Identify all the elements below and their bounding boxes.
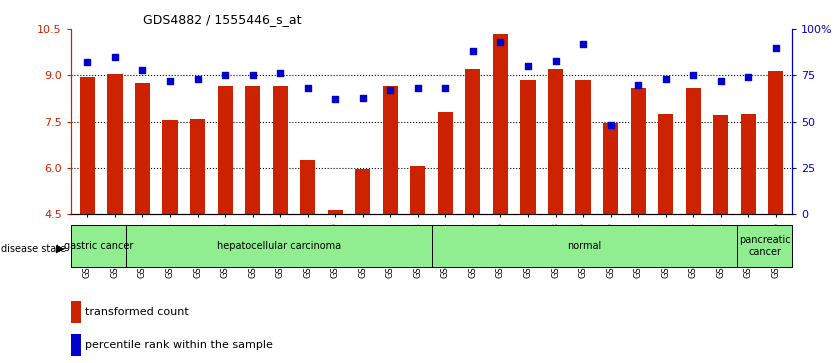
Point <box>741 74 755 80</box>
Bar <box>603 123 618 353</box>
Point <box>521 63 535 69</box>
Point <box>659 76 672 82</box>
Point <box>604 122 617 128</box>
Bar <box>520 80 535 353</box>
Text: percentile rank within the sample: percentile rank within the sample <box>85 340 274 350</box>
Bar <box>438 113 453 353</box>
Text: transformed count: transformed count <box>85 307 189 317</box>
Bar <box>108 74 123 353</box>
Bar <box>71 301 81 323</box>
Point <box>301 85 314 91</box>
Bar <box>218 86 233 353</box>
Point <box>439 85 452 91</box>
Text: ▶: ▶ <box>56 244 64 254</box>
Bar <box>163 120 178 353</box>
Bar <box>71 334 81 356</box>
Point <box>494 39 507 45</box>
Text: gastric cancer: gastric cancer <box>64 241 133 251</box>
Bar <box>80 77 95 353</box>
Point <box>163 78 177 84</box>
Text: pancreatic
cancer: pancreatic cancer <box>739 235 791 257</box>
Point <box>274 70 287 76</box>
Point <box>686 72 700 78</box>
Text: GDS4882 / 1555446_s_at: GDS4882 / 1555446_s_at <box>143 13 302 26</box>
Bar <box>768 71 783 353</box>
Bar <box>713 115 728 353</box>
Point <box>549 58 562 64</box>
Bar <box>190 119 205 353</box>
Text: hepatocellular carcinoma: hepatocellular carcinoma <box>217 241 341 251</box>
Bar <box>493 34 508 353</box>
Bar <box>127 225 432 267</box>
Text: normal: normal <box>567 241 601 251</box>
Point <box>769 45 782 50</box>
Bar <box>383 86 398 353</box>
Bar <box>432 225 736 267</box>
Point <box>81 60 94 65</box>
Text: disease state: disease state <box>1 244 66 254</box>
Point <box>631 82 645 87</box>
Bar <box>631 88 646 353</box>
Bar <box>741 114 756 353</box>
Point <box>329 97 342 102</box>
Point <box>108 54 122 60</box>
Point <box>356 95 369 101</box>
Bar <box>300 160 315 353</box>
Point <box>411 85 425 91</box>
Bar <box>273 86 288 353</box>
Point <box>466 48 480 54</box>
Bar <box>355 170 370 353</box>
Bar <box>575 80 590 353</box>
Point <box>384 87 397 93</box>
Point <box>576 41 590 47</box>
Bar <box>736 225 792 267</box>
Point <box>191 76 204 82</box>
Bar <box>658 114 673 353</box>
Point <box>219 72 232 78</box>
Bar <box>410 166 425 353</box>
Point <box>136 67 149 73</box>
Bar <box>71 225 127 267</box>
Point <box>714 78 727 84</box>
Point <box>246 72 259 78</box>
Bar <box>465 69 480 353</box>
Bar <box>328 209 343 353</box>
Bar <box>548 69 563 353</box>
Bar <box>686 88 701 353</box>
Bar <box>135 83 150 353</box>
Bar <box>245 86 260 353</box>
